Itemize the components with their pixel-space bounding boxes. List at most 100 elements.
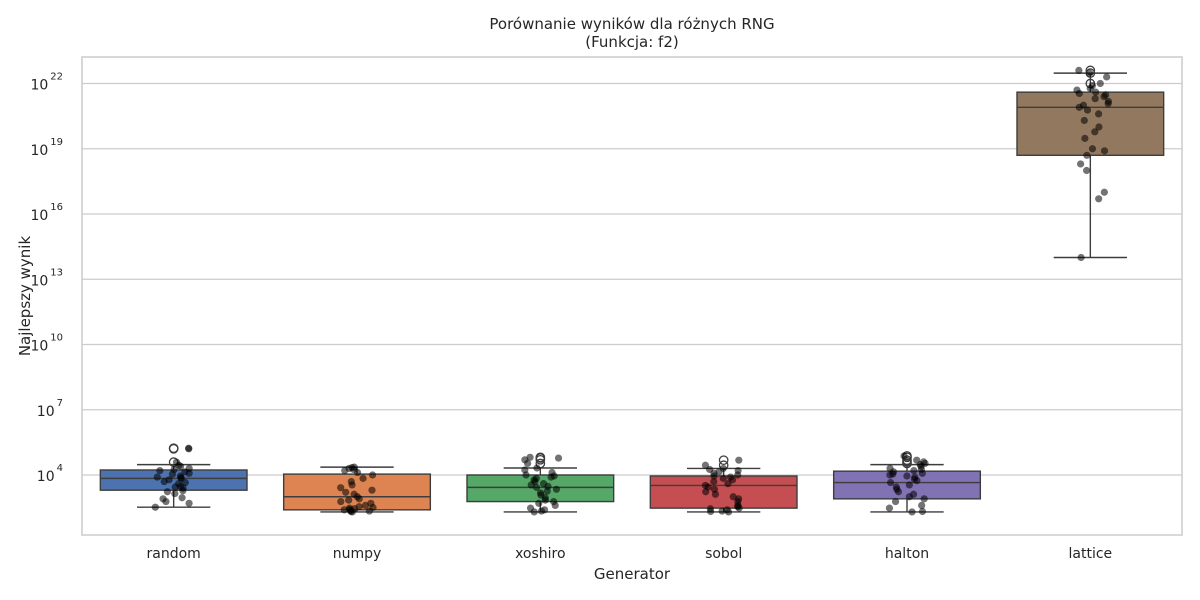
x-tick-label-random: random	[147, 546, 201, 562]
point-sobol-28	[701, 461, 710, 469]
point-xoshiro-25	[533, 464, 541, 472]
point-random-6	[163, 488, 172, 496]
point-sobol-4	[706, 505, 714, 513]
point-numpy-13	[345, 496, 353, 504]
point-xoshiro-2	[540, 506, 549, 514]
point-halton-16	[903, 472, 911, 480]
point-sobol-29	[735, 456, 743, 464]
x-tick-label-sobol: sobol	[705, 546, 742, 562]
plot-frame	[81, 56, 1183, 536]
point-halton-21	[910, 466, 918, 475]
point-halton-3	[918, 501, 926, 510]
point-xoshiro-24	[521, 466, 529, 474]
box-body-lattice	[1016, 91, 1165, 156]
box-lattice	[1016, 72, 1165, 259]
point-numpy-22	[359, 474, 367, 482]
chart-subtitle: (Funkcja: f2)	[585, 33, 678, 51]
point-sobol-20	[726, 473, 735, 481]
point-halton-11	[905, 481, 913, 489]
point-xoshiro-19	[532, 474, 540, 482]
point-sobol-19	[719, 474, 727, 482]
point-lattice-29	[1075, 66, 1083, 75]
point-random-1	[185, 499, 193, 507]
point-halton-28	[913, 456, 921, 464]
point-numpy-23	[368, 471, 377, 479]
point-sobol-17	[710, 477, 718, 486]
point-halton-0	[908, 508, 916, 516]
point-lattice-11	[1080, 116, 1088, 125]
point-random-17	[153, 473, 161, 481]
y-tick-label-3: 1013	[30, 267, 63, 289]
point-lattice-4	[1077, 160, 1085, 168]
x-tick-label-halton: halton	[885, 546, 929, 562]
point-sobol-27	[719, 464, 727, 473]
point-lattice-6	[1100, 147, 1109, 155]
outlier-xoshiro-3	[535, 452, 546, 463]
point-halton-5	[920, 495, 928, 503]
y-tick-label-4: 1016	[30, 202, 63, 224]
point-lattice-23	[1073, 86, 1081, 94]
box-plots	[99, 72, 1165, 513]
point-numpy-11	[367, 499, 375, 507]
point-lattice-12	[1094, 110, 1103, 118]
point-random-5	[171, 489, 179, 498]
y-axis-ticks: 104 107 1010 1013 1016 1019 1022	[30, 72, 63, 486]
outlier-random-2	[168, 443, 179, 454]
point-sobol-15	[701, 481, 709, 490]
point-random-29	[185, 444, 193, 452]
point-lattice-3	[1083, 166, 1091, 175]
point-lattice-27	[1103, 73, 1111, 81]
point-lattice-5	[1083, 151, 1091, 159]
x-tick-label-lattice: lattice	[1069, 546, 1113, 562]
point-halton-1	[918, 507, 927, 516]
point-halton-4	[891, 497, 900, 506]
point-random-4	[178, 494, 186, 502]
y-axis-label: Najlepszy wynik	[16, 236, 34, 357]
point-xoshiro-5	[535, 499, 543, 507]
point-lattice-25	[1088, 82, 1097, 90]
point-lattice-2	[1100, 188, 1108, 196]
point-random-0	[151, 503, 159, 511]
x-tick-label-xoshiro: xoshiro	[515, 546, 566, 562]
point-random-24	[185, 464, 193, 473]
point-xoshiro-12	[552, 485, 561, 493]
point-numpy-18	[368, 486, 376, 494]
point-xoshiro-3	[526, 504, 535, 512]
point-numpy-21	[347, 477, 355, 486]
point-lattice-20	[1102, 91, 1110, 99]
point-numpy-16	[350, 490, 358, 498]
point-xoshiro-10	[536, 489, 545, 497]
point-numpy-17	[342, 488, 350, 496]
x-axis-label: Generator	[594, 565, 671, 583]
point-halton-7	[909, 490, 918, 498]
strip-points	[151, 66, 1113, 516]
point-xoshiro-23	[548, 468, 556, 477]
point-xoshiro-6	[550, 497, 558, 506]
point-numpy-12	[337, 497, 345, 506]
box-halton	[832, 463, 982, 513]
y-tick-label-6: 1022	[30, 72, 63, 94]
point-halton-2	[885, 504, 894, 512]
point-lattice-10	[1095, 123, 1103, 131]
point-random-27	[172, 458, 181, 466]
point-halton-27	[920, 458, 928, 466]
x-axis-ticks: random numpy xoshiro sobol halton lattice	[147, 546, 1113, 562]
point-numpy-9	[355, 503, 363, 511]
point-halton-10	[892, 483, 900, 491]
point-xoshiro-16	[539, 480, 548, 488]
y-tick-label-2: 1010	[30, 333, 63, 355]
point-sobol-25	[734, 466, 742, 475]
point-numpy-29	[350, 463, 358, 471]
point-xoshiro-29	[526, 453, 534, 461]
point-lattice-26	[1096, 79, 1104, 88]
point-halton-15	[911, 473, 919, 481]
point-xoshiro-28	[554, 454, 563, 462]
point-lattice-1	[1095, 195, 1103, 203]
point-lattice-18	[1091, 95, 1099, 103]
outlier-sobol-1	[718, 455, 729, 466]
x-tick-label-numpy: numpy	[333, 546, 382, 562]
point-halton-23	[886, 464, 894, 473]
outlier-markers	[168, 65, 1096, 471]
point-numpy-19	[337, 484, 345, 492]
